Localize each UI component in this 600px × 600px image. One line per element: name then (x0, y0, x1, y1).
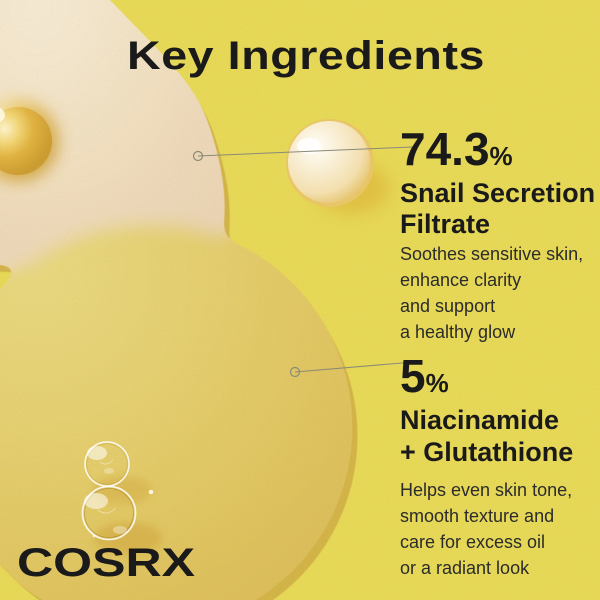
svg-text:and support: and support (400, 296, 495, 316)
svg-text:Niacinamide: Niacinamide (400, 405, 559, 435)
svg-text:+ Glutathione: + Glutathione (400, 437, 573, 467)
svg-text:Soothes sensitive skin,: Soothes sensitive skin, (400, 244, 583, 264)
svg-text:smooth texture and: smooth texture and (400, 506, 554, 526)
svg-text:COSRX: COSRX (17, 541, 195, 585)
svg-text:Key Ingredients: Key Ingredients (127, 34, 485, 78)
svg-text:enhance clarity: enhance clarity (400, 270, 521, 290)
svg-text:Snail Secretion: Snail Secretion (400, 178, 595, 208)
svg-text:Filtrate: Filtrate (400, 209, 490, 239)
svg-text:Helps even skin tone,: Helps even skin tone, (400, 480, 572, 500)
svg-text:or a radiant look: or a radiant look (400, 558, 530, 578)
svg-text:care for excess oil: care for excess oil (400, 532, 545, 552)
svg-text:a healthy glow: a healthy glow (400, 322, 516, 342)
